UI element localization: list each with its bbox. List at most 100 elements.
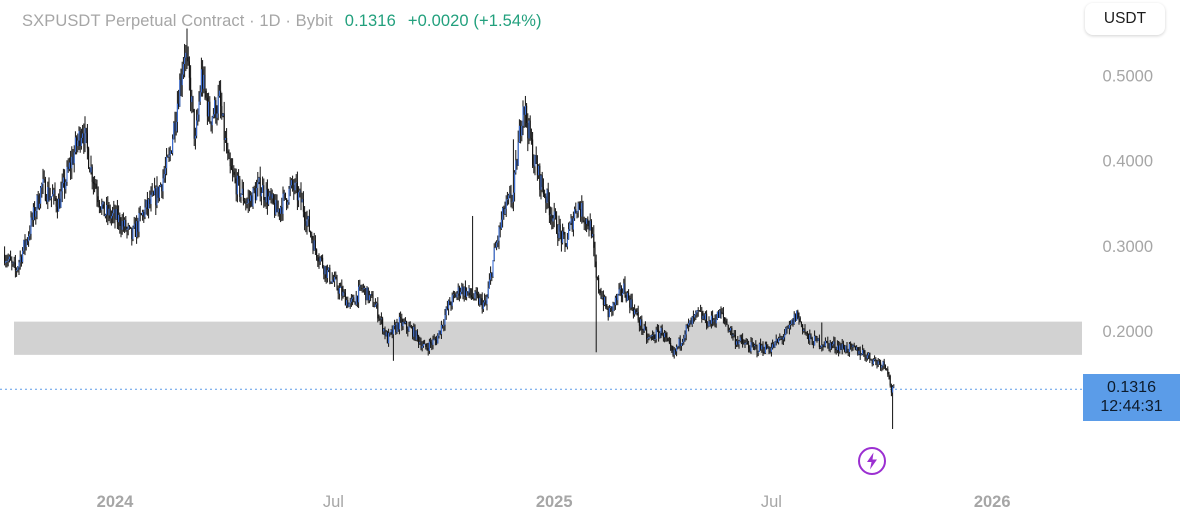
candle-body [212, 114, 214, 118]
candle-body [376, 303, 378, 305]
price-tick-label: 0.4000 [1103, 153, 1153, 171]
candle-body [482, 302, 484, 310]
candle-body [559, 224, 561, 232]
time-tick-label: 2024 [97, 493, 135, 511]
candle-body [760, 343, 762, 350]
candle-body [774, 341, 776, 348]
candle-body [490, 273, 492, 280]
candle-body [72, 156, 74, 164]
candle-body [768, 348, 770, 352]
candle-body [236, 175, 238, 195]
candle-body [367, 287, 369, 301]
candle-body [458, 287, 460, 296]
candle-body [128, 226, 130, 227]
candle-body [844, 348, 846, 352]
candle-body [845, 345, 847, 352]
candle-body [334, 276, 336, 282]
candle-body [797, 310, 799, 319]
candle-body [324, 266, 326, 275]
price-axis[interactable]: 0.5000 0.4000 0.3000 0.2000 [1103, 67, 1153, 341]
candle-body [496, 242, 498, 248]
candle-body [523, 106, 525, 115]
symbol-title[interactable]: SXPUSDT Perpetual Contract · 1D · Bybit [22, 11, 333, 30]
candle-body [613, 303, 615, 305]
candle-body [463, 287, 465, 296]
candle-body [680, 343, 682, 346]
candle-body [358, 286, 360, 303]
candle-body [808, 333, 810, 341]
candle-body [814, 336, 816, 346]
candle-body [750, 342, 752, 352]
candle-body [332, 279, 334, 282]
candle-body [272, 194, 274, 203]
candle-body [766, 344, 768, 349]
candle-body [748, 344, 750, 349]
candle-body [602, 297, 604, 305]
candle-body [638, 320, 640, 326]
candle-body [871, 360, 873, 365]
candle-body [694, 314, 696, 318]
candle-body [299, 190, 301, 193]
chart-header: SXPUSDT Perpetual Contract · 1D · Bybit … [22, 9, 542, 33]
candle-body [697, 310, 699, 311]
candle-body [649, 336, 651, 338]
candle-body [592, 234, 594, 237]
candle-body [410, 327, 412, 329]
time-axis[interactable]: 2024 Jul 2025 Jul 2026 [97, 493, 1011, 511]
candle-body [882, 361, 884, 366]
candle-body [623, 283, 625, 294]
candle-body [642, 329, 644, 331]
candle-body [18, 262, 20, 268]
candle-body [139, 213, 141, 214]
candle-body [629, 298, 631, 308]
candle-body [383, 328, 385, 332]
last-price: 0.1316 [344, 11, 396, 30]
candle-body [546, 189, 548, 203]
candle-body [112, 213, 114, 217]
candle-body [53, 189, 55, 195]
candle-body [173, 122, 175, 139]
candle-body [247, 199, 249, 204]
candle-body [275, 199, 277, 215]
candle-body [640, 319, 642, 326]
lightning-bolt-icon[interactable] [857, 446, 887, 476]
candle-body [223, 113, 225, 140]
candle-body [179, 79, 181, 107]
currency-selector-button[interactable]: USDT [1085, 3, 1165, 35]
candle-body [281, 207, 283, 214]
candle-body [468, 288, 470, 293]
candle-body [889, 375, 891, 386]
candle-body [13, 262, 15, 264]
price-tick-label: 0.5000 [1103, 67, 1153, 85]
candle-body [599, 289, 601, 294]
candle-body [589, 220, 591, 231]
candle-body [862, 349, 864, 355]
candle-body [586, 219, 588, 224]
candle-body [636, 312, 638, 313]
candle-body [631, 299, 633, 309]
candle-body [668, 340, 670, 343]
candle-body [175, 121, 177, 132]
candle-body [400, 317, 402, 319]
candle-body [655, 329, 657, 340]
candle-body [740, 337, 742, 339]
candle-body [552, 218, 554, 222]
candle-body [143, 211, 145, 217]
candle-body [758, 343, 760, 352]
candle-body [790, 324, 792, 325]
price-tick-label: 0.3000 [1103, 238, 1153, 256]
candle-body [160, 184, 162, 187]
candle-body [737, 341, 739, 345]
candle-body [83, 133, 85, 144]
candle-body [100, 206, 102, 211]
price-tick-label: 0.2000 [1103, 323, 1153, 341]
candle-body [391, 330, 393, 335]
candle-body [516, 160, 518, 166]
candle-body [527, 122, 529, 139]
candle-body [847, 351, 849, 353]
candle-body [126, 228, 128, 231]
candle-body [198, 101, 200, 115]
candle-body [319, 257, 321, 262]
